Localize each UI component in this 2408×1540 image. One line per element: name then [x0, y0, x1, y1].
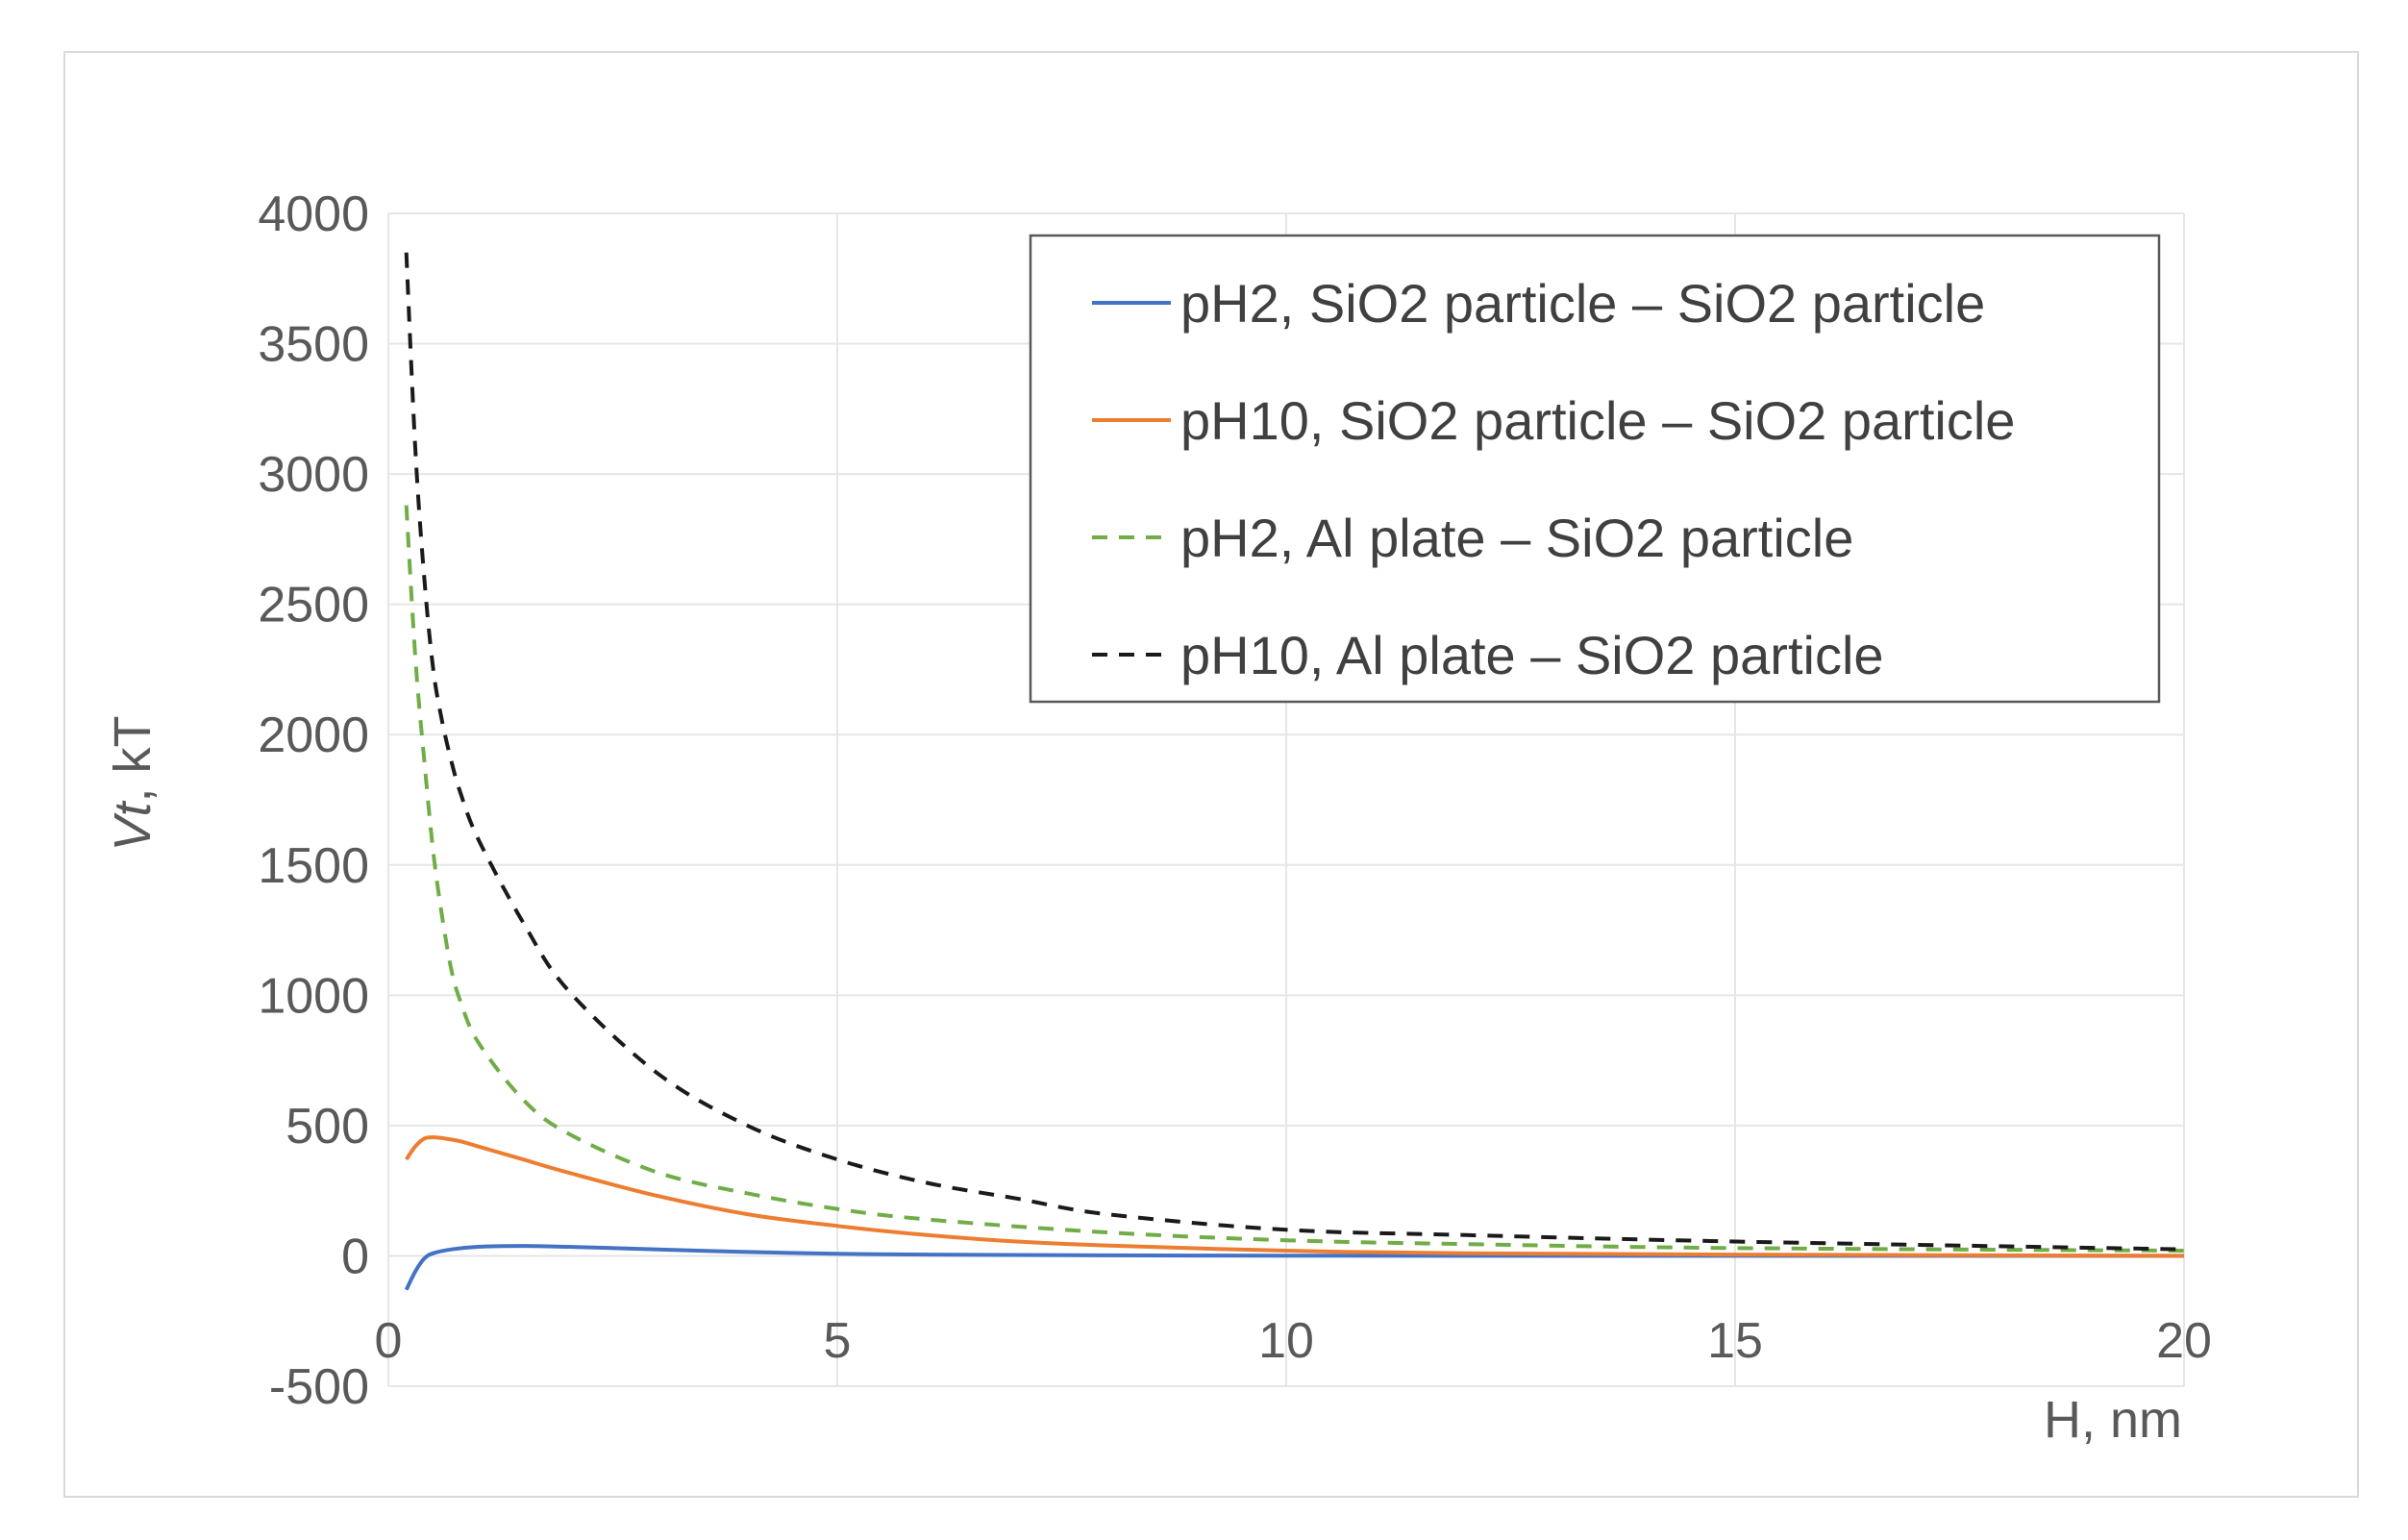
- x-tick-label-2: 10: [1258, 1313, 1314, 1369]
- series-line-2: [405, 1135, 2185, 1258]
- y-tick-label-9: 4000: [258, 186, 369, 242]
- y-tick-label-5: 2000: [258, 708, 369, 763]
- legend-label-2: pH10, SiO2 particle – SiO2 particle: [1180, 390, 2015, 451]
- series-lines: [404, 252, 2185, 1291]
- x-tick-label-0: 0: [375, 1313, 403, 1369]
- series-line-4: [404, 252, 2185, 1252]
- y-tick-label-8: 3500: [258, 317, 369, 373]
- y-tick-label-6: 2500: [258, 578, 369, 633]
- legend: pH2, SiO2 particle – SiO2 particle pH10, …: [1029, 234, 2161, 704]
- y-axis-title-italic: Vt: [104, 800, 161, 851]
- legend-box: [1029, 234, 2161, 704]
- gridlines: [387, 212, 2185, 1387]
- legend-label-1: pH2, SiO2 particle – SiO2 particle: [1180, 273, 1985, 334]
- series-line-1: [404, 1244, 2184, 1291]
- y-axis-title-rest: , kT: [104, 715, 161, 802]
- y-tick-label-0: -500: [269, 1359, 369, 1415]
- y-tick-label-4: 1500: [258, 838, 369, 894]
- legend-label-4: pH10, Al plate – SiO2 particle: [1180, 625, 1884, 685]
- y-tick-label-2: 500: [285, 1099, 369, 1155]
- x-tick-labels: 0 5 10 15 20: [375, 1313, 2212, 1369]
- x-tick-label-4: 20: [2156, 1313, 2212, 1369]
- y-tick-label-7: 3000: [258, 447, 369, 503]
- legend-label-3: pH2, Al plate – SiO2 particle: [1180, 508, 1853, 568]
- series-line-3: [404, 505, 2185, 1253]
- x-axis-title: H, nm: [2044, 1391, 2182, 1449]
- x-tick-label-3: 15: [1707, 1313, 1763, 1369]
- y-tick-labels: -500 0 500 1000 1500 2000 2500 3000 3500 4000: [258, 186, 369, 1415]
- x-tick-label-1: 5: [824, 1313, 852, 1369]
- y-axis-title: Vt, kT: [104, 715, 161, 851]
- y-tick-label-3: 1000: [258, 968, 369, 1024]
- y-tick-label-1: 0: [341, 1229, 369, 1284]
